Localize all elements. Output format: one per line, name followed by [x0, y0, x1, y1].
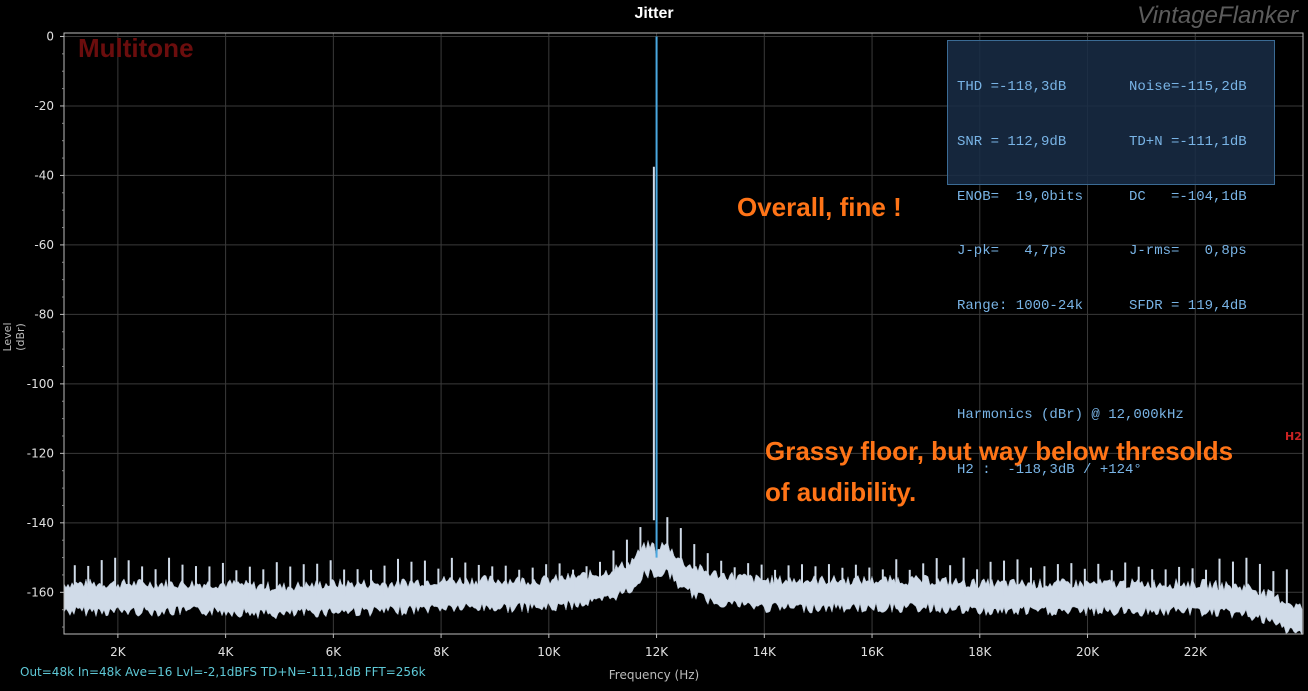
annotation-overall: Overall, fine !: [737, 192, 902, 222]
x-tick-label: 16K: [860, 645, 884, 659]
x-tick-label: 18K: [968, 645, 992, 659]
chart-title: Jitter: [634, 5, 674, 22]
stats-row: SNR = 112,9dB TD+N =-111,1dB: [957, 133, 1274, 151]
x-tick-label: 10K: [537, 645, 561, 659]
stat-snr: SNR = 112,9dB: [957, 134, 1067, 150]
stats-row: Range: 1000-24k SFDR = 119,4dB: [957, 297, 1274, 315]
stat-enob: ENOB= 19,0bits: [957, 188, 1084, 205]
stats-row: J-pk= 4,7ps J-rms= 0,8ps: [957, 242, 1274, 260]
harmonic-h2: H2 : -118,3dB / +124°: [957, 461, 1142, 478]
y-tick-label: -160: [27, 585, 54, 599]
x-tick-label: 14K: [753, 645, 777, 659]
stat-jpk: J-pk= 4,7ps: [957, 243, 1067, 260]
y-tick-label: -80: [34, 307, 54, 321]
y-tick-label: -20: [34, 99, 54, 113]
stats-row: THD =-118,3dB Noise=-115,2dB: [957, 78, 1274, 96]
x-tick-label: 22K: [1184, 645, 1208, 659]
stats-panel: THD =-118,3dB Noise=-115,2dB SNR = 112,9d…: [947, 40, 1275, 478]
stat-range: Range: 1000-24k: [957, 297, 1084, 314]
brand-watermark: VintageFlanker: [1137, 2, 1298, 29]
stat-thd: THD =-118,3dB: [957, 79, 1067, 96]
stat-noise: Noise=-115,2dB: [1129, 79, 1247, 96]
harmonics-header: Harmonics (dBr) @ 12,000kHz: [957, 406, 1184, 423]
y-tick-label: -100: [27, 377, 54, 391]
x-tick-label: 6K: [326, 645, 343, 659]
noise-floor: [63, 540, 1303, 635]
x-tick-label: 20K: [1076, 645, 1100, 659]
y-tick-label: 0: [46, 29, 54, 43]
stat-jrms: J-rms= 0,8ps: [1129, 243, 1247, 260]
h2-marker: H2: [1285, 430, 1302, 443]
stat-tdn: TD+N =-111,1dB: [1129, 134, 1247, 150]
y-tick-label: -140: [27, 516, 54, 530]
plot-frame: [63, 32, 1304, 635]
y-tick-label: -120: [27, 446, 54, 460]
y-axis-label: Level (dBr): [1, 322, 27, 352]
annotation-grassy-line2: of audibility.: [765, 477, 917, 507]
stat-sfdr: SFDR = 119,4dB: [1129, 297, 1247, 314]
x-tick-label: 4K: [218, 645, 235, 659]
spectrum-trace: [63, 166, 1303, 635]
stat-dc: DC =-104,1dB: [1129, 188, 1247, 205]
y-tick-label: -60: [34, 238, 54, 252]
y-axis: 0 -20 -40 -60 -80 -100 -120 -140 -160: [27, 29, 64, 628]
stats-row: ENOB= 19,0bits DC =-104,1dB: [957, 188, 1274, 206]
footer-status: Out=48k In=48k Ave=16 Lvl=-2,1dBFS TD+N=…: [20, 665, 426, 679]
mode-label: Multitone: [78, 33, 194, 63]
x-tick-label: 12K: [645, 645, 669, 659]
y-tick-label: -40: [34, 168, 54, 182]
x-axis: 2K 4K 6K 8K 10K 12K 14K 16K 18K 20K 22K: [110, 634, 1208, 659]
stats-spacer: [957, 351, 1274, 369]
x-tick-label: 8K: [433, 645, 450, 659]
x-tick-label: 2K: [110, 645, 127, 659]
x-axis-label: Frequency (Hz): [608, 668, 700, 682]
annotation-grassy-line1: Grassy floor, but way below thresolds: [765, 436, 1234, 466]
